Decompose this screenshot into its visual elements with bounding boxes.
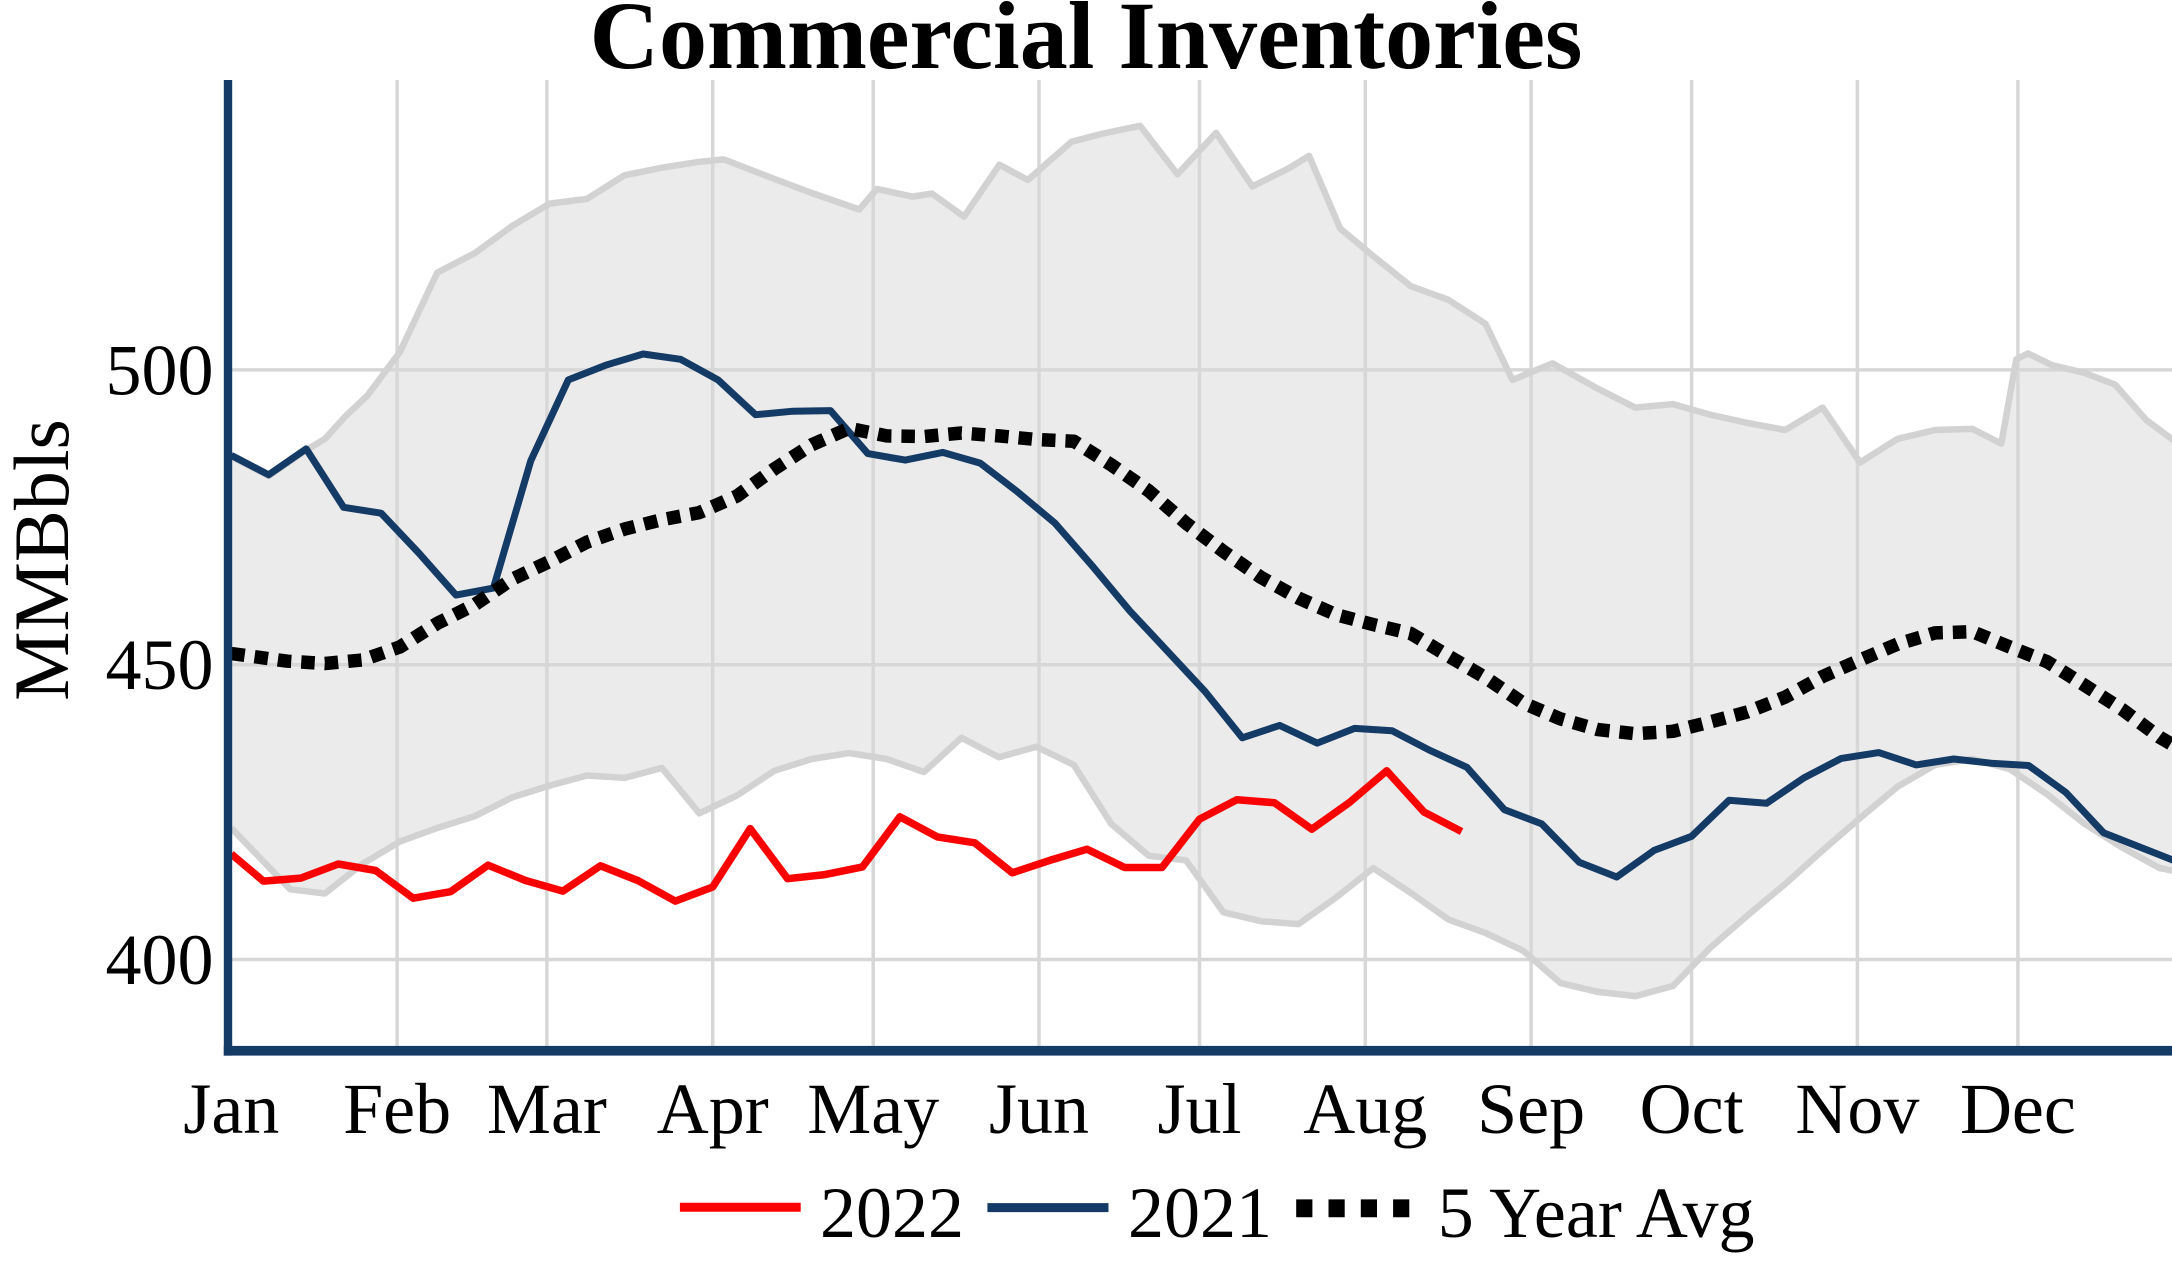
svg-text:Aug: Aug [1303, 1069, 1427, 1149]
svg-text:Apr: Apr [657, 1069, 769, 1149]
svg-text:Mar: Mar [487, 1069, 607, 1149]
svg-text:Commercial Inventories: Commercial Inventories [590, 0, 1583, 89]
svg-text:Sep: Sep [1477, 1069, 1585, 1149]
svg-text:450: 450 [106, 625, 214, 705]
svg-text:Nov: Nov [1795, 1069, 1919, 1149]
svg-text:Feb: Feb [343, 1069, 451, 1149]
svg-text:2021: 2021 [1128, 1173, 1272, 1253]
svg-text:Jun: Jun [989, 1069, 1089, 1149]
svg-text:May: May [807, 1069, 939, 1149]
svg-text:MMBbls: MMBbls [0, 419, 85, 701]
svg-text:2022: 2022 [820, 1173, 964, 1253]
svg-text:Jul: Jul [1157, 1069, 1241, 1149]
svg-text:400: 400 [106, 920, 214, 1000]
svg-text:5 Year Avg: 5 Year Avg [1438, 1173, 1755, 1253]
svg-text:Oct: Oct [1640, 1069, 1744, 1149]
svg-text:Dec: Dec [1960, 1069, 2076, 1149]
svg-text:500: 500 [106, 330, 214, 410]
svg-text:Jan: Jan [183, 1069, 279, 1149]
